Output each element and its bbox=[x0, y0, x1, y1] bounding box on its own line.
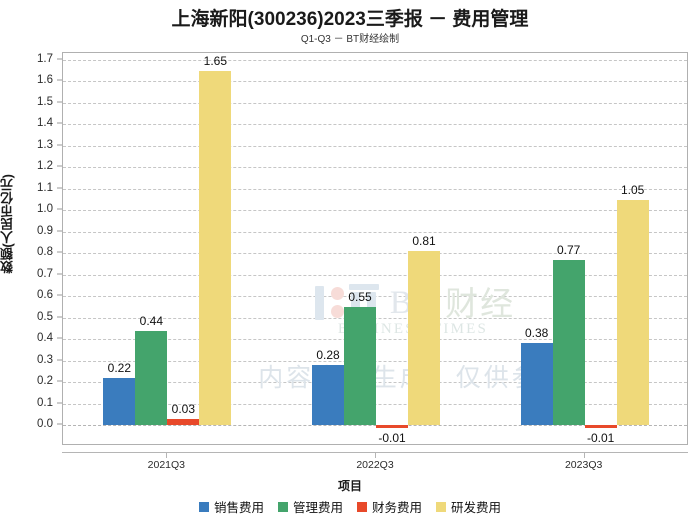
y-axis-tick-mark bbox=[57, 230, 62, 232]
y-axis-tick-label: 0.5 bbox=[37, 310, 53, 323]
y-axis-tick-label: 1.0 bbox=[37, 203, 53, 216]
chart-title: 上海新阳(300236)2023三季报 － 费用管理 bbox=[171, 9, 529, 30]
y-axis-tick-label: 0.4 bbox=[37, 332, 53, 345]
legend-item[interactable]: 销售费用 bbox=[198, 497, 264, 516]
y-axis-tick-mark bbox=[57, 101, 62, 103]
gridline bbox=[63, 253, 687, 255]
y-axis-tick-mark bbox=[57, 208, 62, 210]
bar[interactable] bbox=[616, 199, 649, 425]
y-axis-tick-label: 1.6 bbox=[37, 74, 53, 87]
x-axis-tick-label: 2022Q3 bbox=[356, 459, 394, 471]
legend-item[interactable]: 研发费用 bbox=[436, 497, 501, 516]
bar[interactable] bbox=[584, 425, 617, 429]
bar-value-label: -0.01 bbox=[378, 431, 406, 446]
y-axis-tick-label: 0.9 bbox=[37, 224, 53, 237]
bar-value-label: 1.65 bbox=[203, 53, 228, 68]
y-axis-tick-label: 0.1 bbox=[37, 396, 53, 409]
y-axis-tick-mark bbox=[57, 423, 62, 425]
y-axis-tick-mark bbox=[57, 273, 62, 275]
y-axis-tick-label: 0.7 bbox=[37, 267, 53, 280]
gridline bbox=[63, 296, 687, 298]
x-axis-title: 项目 bbox=[337, 479, 362, 493]
bar-value-label: 0.81 bbox=[412, 234, 436, 249]
bar[interactable] bbox=[376, 425, 408, 429]
bar-value-label: 0.77 bbox=[556, 242, 581, 257]
bar-value-label: -0.01 bbox=[586, 431, 615, 446]
gridline bbox=[63, 81, 687, 83]
x-axis-tick-mark bbox=[166, 452, 168, 458]
gridline bbox=[63, 102, 687, 104]
gridline bbox=[63, 188, 687, 190]
legend-label: 销售费用 bbox=[213, 501, 264, 515]
bar-value-label: 0.22 bbox=[107, 360, 132, 375]
legend-swatch bbox=[436, 501, 447, 512]
bar[interactable] bbox=[135, 330, 168, 425]
y-axis-tick-mark bbox=[57, 316, 62, 318]
y-axis-tick-label: 1.5 bbox=[37, 95, 53, 108]
y-axis-tick-mark bbox=[57, 122, 62, 124]
y-axis-tick-label: 0.3 bbox=[37, 353, 53, 366]
bar[interactable] bbox=[344, 306, 376, 425]
y-axis-tick-mark bbox=[57, 187, 62, 189]
legend-swatch bbox=[277, 501, 288, 512]
y-axis-tick-mark bbox=[57, 165, 62, 167]
x-axis-tick-mark bbox=[583, 452, 585, 458]
y-axis-tick-mark bbox=[57, 359, 62, 361]
gridline bbox=[63, 145, 687, 147]
y-axis-tick-mark bbox=[57, 58, 62, 60]
chart-subtitle: Q1-Q3 － BT财经绘制 bbox=[300, 34, 400, 45]
y-axis-tick-mark bbox=[57, 337, 62, 339]
y-axis-tick-mark bbox=[57, 294, 62, 296]
x-axis-tick-mark bbox=[375, 452, 376, 458]
legend-label: 管理费用 bbox=[292, 501, 343, 515]
bar-value-label: 0.55 bbox=[348, 289, 372, 304]
watermark-brand-cn: 财经 bbox=[445, 284, 516, 322]
bar[interactable] bbox=[408, 251, 440, 425]
legend-label: 财务费用 bbox=[372, 501, 423, 515]
gridline bbox=[63, 60, 687, 61]
y-axis-tick-label: 1.4 bbox=[37, 117, 53, 130]
bar-value-label: 0.44 bbox=[139, 313, 164, 328]
bar[interactable] bbox=[199, 70, 232, 425]
y-axis-tick-mark bbox=[57, 79, 62, 81]
gridline bbox=[63, 167, 687, 169]
y-axis-tick-label: 0.6 bbox=[37, 289, 53, 302]
legend-item[interactable]: 财务费用 bbox=[357, 497, 422, 516]
y-axis-tick-mark bbox=[57, 402, 62, 404]
y-axis-tick-mark bbox=[57, 380, 62, 382]
bar[interactable] bbox=[103, 377, 136, 425]
y-axis-tick-mark bbox=[57, 251, 62, 253]
bar[interactable] bbox=[312, 364, 344, 425]
gridline bbox=[63, 274, 687, 276]
bar-value-label: 0.28 bbox=[316, 347, 340, 362]
y-axis-tick-label: 1.3 bbox=[37, 138, 53, 151]
gridline bbox=[63, 124, 687, 126]
legend-item[interactable]: 管理费用 bbox=[277, 497, 343, 516]
y-axis-tick-labels: 1.7 1.6 1.5 1.4 1.3 1.2 1.1 1.0 0.9 0.8 0.7 0.6 0.5 0… bbox=[0, 52, 62, 445]
bar-value-label: 0.38 bbox=[524, 326, 549, 341]
y-axis-tick-label: 1.1 bbox=[37, 181, 53, 194]
plot-area: BT 财经 BUSINESS TIMES 内容由AI生成，仅供参考 0.220.… bbox=[62, 52, 688, 445]
y-axis-tick-label: 0.2 bbox=[37, 375, 53, 388]
gridline bbox=[63, 231, 687, 233]
gridline bbox=[63, 210, 687, 212]
bar-value-label: 1.05 bbox=[620, 182, 645, 197]
legend-label: 研发费用 bbox=[451, 501, 502, 515]
bar[interactable] bbox=[167, 418, 200, 425]
legend-swatch bbox=[198, 501, 209, 512]
x-axis-tick-label: 2023Q3 bbox=[564, 459, 603, 471]
legend-swatch bbox=[357, 501, 367, 512]
gridline bbox=[63, 425, 687, 426]
y-axis-tick-label: 1.7 bbox=[37, 53, 53, 65]
x-axis-tick-label: 2021Q3 bbox=[147, 459, 186, 471]
y-axis-tick-label: 0.8 bbox=[37, 246, 53, 259]
y-axis-tick-label: 0.0 bbox=[37, 418, 53, 430]
bar-value-label: 0.03 bbox=[171, 401, 196, 416]
bar[interactable] bbox=[552, 259, 585, 425]
bar[interactable] bbox=[520, 343, 553, 425]
y-axis-tick-label: 1.2 bbox=[37, 160, 53, 173]
legend: 销售费用 管理费用 财务费用 研发费用 bbox=[0, 497, 700, 516]
y-axis-tick-mark bbox=[57, 144, 62, 146]
